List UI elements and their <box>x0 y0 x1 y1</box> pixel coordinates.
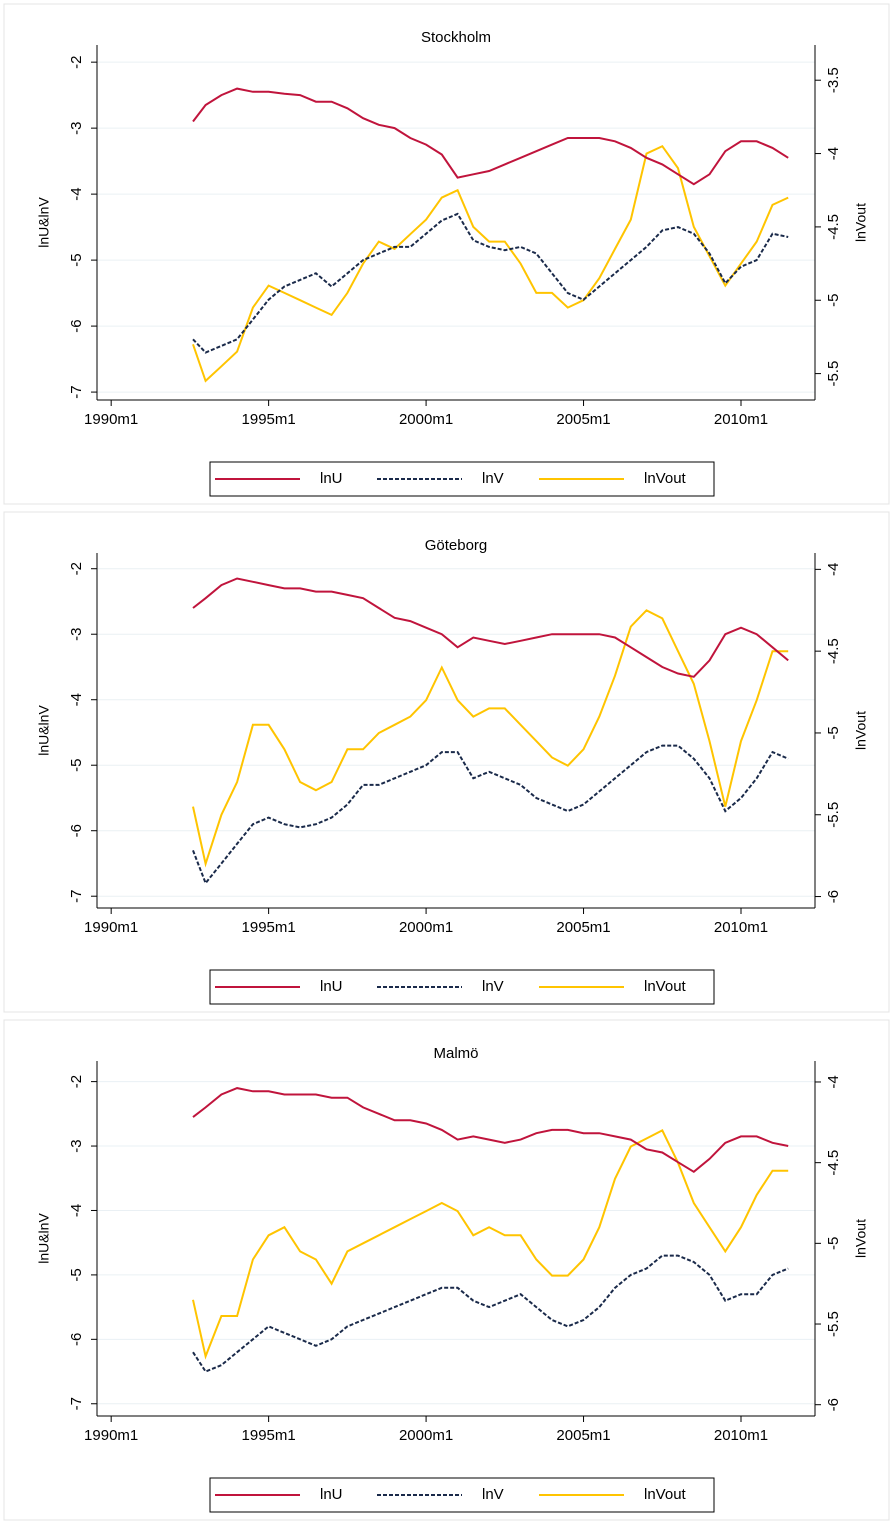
y-tick-label: -3 <box>68 121 85 134</box>
x-tick-label: 1990m1 <box>84 1427 138 1444</box>
panel-border <box>3 1019 890 1521</box>
x-tick-label: 2000m1 <box>399 411 453 428</box>
y2-tick-label: -6 <box>825 1398 842 1411</box>
y-tick-label: -7 <box>68 1397 85 1410</box>
x-tick-label: 1995m1 <box>242 1427 296 1444</box>
y-tick-label: -5 <box>68 759 85 772</box>
y2-tick-label: -5 <box>825 726 842 739</box>
y-tick-label: -7 <box>68 890 85 903</box>
legend-label: lnVout <box>644 978 687 995</box>
y2-tick-label: -4.5 <box>825 214 842 240</box>
series-line <box>192 609 789 868</box>
y2-axis-title: lnVout <box>853 1219 869 1258</box>
x-tick-label: 2000m1 <box>399 919 453 936</box>
y-axis-title: lnU&lnV <box>36 1213 52 1264</box>
legend-label: lnVout <box>644 470 687 487</box>
chart-title: Malmö <box>433 1045 478 1062</box>
x-tick-label: 1995m1 <box>242 411 296 428</box>
y2-tick-label: -4 <box>825 147 842 160</box>
chart-title: Stockholm <box>421 29 491 46</box>
series-line <box>192 1129 789 1360</box>
series-line <box>192 1087 789 1174</box>
y-tick-label: -3 <box>68 628 85 641</box>
y-tick-label: -7 <box>68 385 85 398</box>
y-tick-label: -2 <box>68 55 85 68</box>
legend-label: lnV <box>482 470 504 487</box>
x-tick-label: 1990m1 <box>84 919 138 936</box>
x-tick-label: 2010m1 <box>714 919 768 936</box>
chart-title: Göteborg <box>425 537 488 554</box>
x-tick-label: 2010m1 <box>714 1427 768 1444</box>
x-tick-label: 1990m1 <box>84 411 138 428</box>
series-line <box>192 744 789 886</box>
x-tick-label: 2005m1 <box>556 411 610 428</box>
y2-tick-label: -4 <box>825 563 842 576</box>
y2-tick-label: -5 <box>825 294 842 307</box>
legend-label: lnU <box>320 1486 343 1503</box>
legend-label: lnV <box>482 978 504 995</box>
y-axis-title: lnU&lnV <box>36 197 52 248</box>
panel-border <box>3 511 890 1013</box>
x-tick-label: 2000m1 <box>399 1427 453 1444</box>
y2-tick-label: -4 <box>825 1075 842 1088</box>
legend-label: lnU <box>320 470 343 487</box>
y2-axis-title: lnVout <box>853 203 869 242</box>
y-tick-label: -2 <box>68 562 85 575</box>
series-line <box>192 1254 789 1373</box>
legend-label: lnVout <box>644 1486 687 1503</box>
y-tick-label: -4 <box>68 1204 85 1217</box>
y2-tick-label: -5.5 <box>825 361 842 387</box>
y-tick-label: -5 <box>68 1268 85 1281</box>
series-line <box>192 212 789 354</box>
y-tick-label: -3 <box>68 1139 85 1152</box>
y2-tick-label: -5.5 <box>825 1311 842 1337</box>
y-tick-label: -5 <box>68 253 85 266</box>
series-line <box>192 577 789 678</box>
y-tick-label: -4 <box>68 187 85 200</box>
y2-tick-label: -5.5 <box>825 802 842 828</box>
x-tick-label: 1995m1 <box>242 919 296 936</box>
legend-label: lnU <box>320 978 343 995</box>
y-axis-title: lnU&lnV <box>36 705 52 756</box>
y-tick-label: -6 <box>68 319 85 332</box>
y2-tick-label: -4.5 <box>825 638 842 664</box>
y2-tick-label: -4.5 <box>825 1150 842 1176</box>
y-tick-label: -4 <box>68 693 85 706</box>
y2-tick-label: -5 <box>825 1237 842 1250</box>
x-tick-label: 2010m1 <box>714 411 768 428</box>
y2-tick-label: -3.5 <box>825 67 842 93</box>
panel-border <box>3 3 890 505</box>
series-line <box>192 144 789 383</box>
legend-label: lnV <box>482 1486 504 1503</box>
y2-axis-title: lnVout <box>853 711 869 750</box>
y-tick-label: -2 <box>68 1075 85 1088</box>
x-tick-label: 2005m1 <box>556 919 610 936</box>
series-line <box>192 87 789 186</box>
y-tick-label: -6 <box>68 824 85 837</box>
x-tick-label: 2005m1 <box>556 1427 610 1444</box>
y2-tick-label: -6 <box>825 890 842 903</box>
y-tick-label: -6 <box>68 1333 85 1346</box>
